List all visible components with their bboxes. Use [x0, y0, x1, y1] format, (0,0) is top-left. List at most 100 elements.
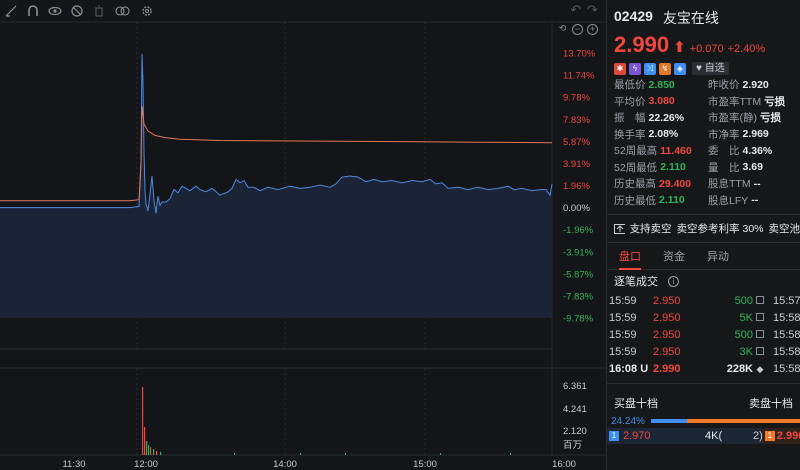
tick-time: 15:59: [609, 345, 637, 358]
tick-volume: 228K: [726, 362, 753, 375]
redo-icon[interactable]: ↷: [587, 2, 598, 17]
buy-price[interactable]: 2.970: [623, 430, 651, 442]
volume-bar: [510, 453, 511, 455]
hide-icon[interactable]: [70, 4, 84, 18]
stat-item: 股息LFY --: [708, 193, 800, 209]
tick-mark: [753, 329, 767, 341]
tick-time-2: 15:57: [773, 294, 800, 307]
stat-value: 4.36%: [742, 144, 773, 157]
y-axis-label: 13.70%: [563, 49, 596, 60]
trash-icon[interactable]: [92, 4, 106, 18]
stat-value: 2.08%: [648, 128, 679, 141]
stat-value: 2.850: [648, 78, 675, 91]
x-axis-label: 16:00: [552, 459, 576, 470]
stat-label: 52周最高: [614, 145, 658, 158]
tab-2[interactable]: 异动: [707, 251, 729, 263]
stat-value: 22.26%: [648, 111, 685, 124]
short-sell-label: 支持卖空: [629, 223, 672, 235]
stat-value: 3.69: [742, 161, 763, 174]
stock-name: 友宝在线: [662, 10, 719, 26]
stat-item: 历史最高 29.400: [614, 176, 708, 192]
tick-time-2: 15:58: [773, 311, 800, 324]
short-sell-icon: [614, 223, 625, 234]
stat-value: 亏损: [760, 112, 781, 125]
y-axis-label: -5.87%: [563, 269, 594, 280]
chart-pane[interactable]: ↶ ↷ ⟲ − + 13.70% 11.74% 9.78% 7.83% 5.87% 3.9…: [0, 0, 606, 470]
trend-icon[interactable]: ↯: [659, 62, 671, 75]
compare-icon[interactable]: [114, 4, 132, 18]
stat-label: 52周最低: [614, 161, 658, 174]
hk-flag-icon[interactable]: ✱: [614, 62, 626, 75]
y-axis-label: 5.87%: [563, 137, 590, 148]
tick-time: 16:08 U: [609, 362, 649, 375]
tag-icon[interactable]: ◈: [674, 62, 686, 75]
zoom-out-icon[interactable]: −: [572, 24, 583, 35]
zoom-in-icon[interactable]: +: [587, 24, 598, 35]
settings-icon[interactable]: [140, 4, 154, 18]
tick-price: 2.950: [653, 328, 681, 341]
badge-row: ✱ ϟ ⤨ ↯ ◈ ♥ 自选: [614, 62, 800, 75]
stat-item: 市净率 2.969: [708, 127, 800, 143]
tick-mark: [753, 312, 767, 324]
x-axis-label: 11:30: [62, 459, 85, 470]
stat-label: 市盈率(静): [708, 112, 757, 125]
up-arrow-icon: ⬆: [673, 39, 686, 56]
quote-panel: 02429 友宝在线 2.990 ⬆ +0.070 +2.40% ✱ ϟ ⤨ ↯ ◈ ♥ …: [607, 0, 800, 470]
short-sell-row[interactable]: 支持卖空 卖空参考利率 30% 卖空池: [607, 215, 800, 242]
stat-label: 换手率: [614, 128, 646, 141]
y-axis-label: 3.91%: [563, 159, 590, 170]
volume-axis-label: 6.361: [563, 381, 587, 392]
tab-0[interactable]: 盘口: [619, 248, 641, 270]
ticks-title: 逐笔成交: [614, 276, 658, 288]
ratio-bar: [651, 419, 800, 423]
eye-icon[interactable]: [48, 4, 62, 18]
y-axis-label: 9.78%: [563, 93, 590, 104]
price-area: [0, 54, 552, 318]
add-favorite-button[interactable]: ♥ 自选: [692, 62, 729, 75]
pane-divider[interactable]: [606, 0, 607, 470]
tick-row: 15:59 2.950 5K 15:58: [607, 309, 800, 326]
buy-level: 1: [609, 431, 619, 441]
zoom-controls: ⟲ − +: [557, 24, 598, 35]
stat-label: 股息LFY: [708, 194, 749, 207]
stat-item: 量 比 3.69: [708, 160, 800, 176]
tick-time-2: 15:58: [773, 345, 800, 358]
tab-1[interactable]: 资金: [663, 251, 685, 263]
last-price: 2.990: [614, 32, 670, 57]
stat-label: 历史最低: [614, 194, 656, 207]
buy-book-title: 买盘十档: [614, 398, 658, 410]
stat-value: 2.110: [660, 161, 686, 174]
tick-volume: 5K: [739, 311, 753, 324]
y-axis-label: -3.91%: [563, 247, 594, 258]
y-axis-label: -1.96%: [563, 225, 594, 236]
info-icon[interactable]: i: [668, 275, 679, 287]
stat-value: 11.460: [660, 144, 692, 157]
tick-price: 2.950: [653, 311, 681, 324]
sell-level: 1: [764, 431, 775, 441]
undo-icon[interactable]: ↶: [570, 2, 582, 17]
stat-value: 2.920: [742, 78, 769, 91]
magnet-icon[interactable]: [26, 4, 40, 18]
intraday-chart[interactable]: 13.70% 11.74% 9.78% 7.83% 5.87% 3.91% 1.96% 0.0…: [0, 0, 606, 470]
tick-row: 16:08 U 2.990 228K ◆ 15:58: [607, 360, 800, 377]
volume-bar: [148, 445, 150, 455]
short-sell-pool: 卖空池: [768, 223, 800, 235]
x-axis-label: 15:00: [413, 459, 437, 470]
tick-row: 15:59 2.950 500 15:58 Y: [607, 326, 800, 343]
chart-toolbar: ↶ ↷: [0, 0, 606, 22]
volume-bar: [440, 453, 441, 455]
volume-bar: [153, 449, 155, 455]
stat-item: 换手率 2.08%: [614, 127, 708, 143]
lightning-icon[interactable]: ϟ: [629, 62, 641, 75]
shuffle-icon[interactable]: ⤨: [644, 62, 656, 75]
stat-value: 2.110: [659, 194, 685, 207]
tick-mark: [753, 295, 767, 307]
y-axis-label: 11.74%: [563, 71, 595, 82]
tick-box-icon: [756, 295, 764, 304]
reset-icon[interactable]: ⟲: [558, 23, 567, 33]
sell-price[interactable]: 2.990: [776, 430, 800, 442]
stat-value: 29.400: [659, 177, 692, 190]
stat-value: 亏损: [764, 95, 786, 108]
volume-bar: [146, 441, 148, 455]
line-tool-icon[interactable]: [4, 4, 18, 18]
